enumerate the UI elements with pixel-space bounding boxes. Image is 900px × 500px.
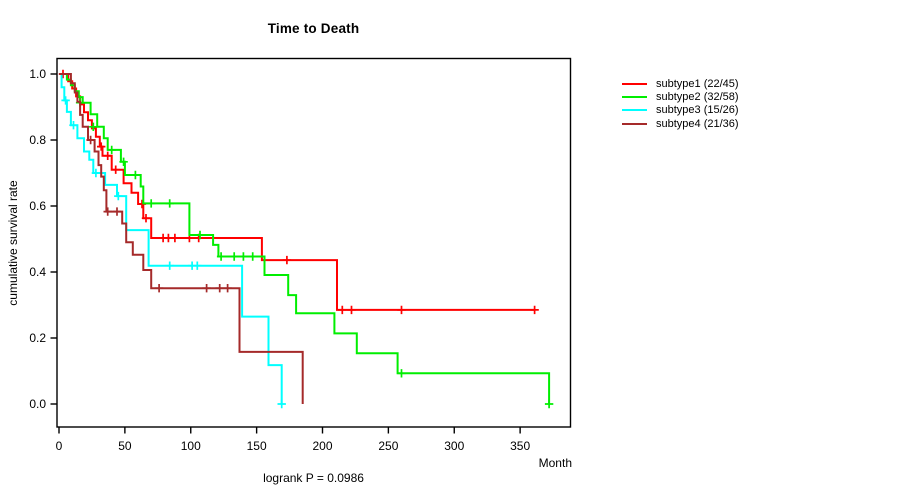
plot-box bbox=[56, 57, 572, 428]
series-subtype4-censor-marks bbox=[86, 135, 232, 293]
x-tick-label: 150 bbox=[247, 439, 267, 453]
legend-line-swatch bbox=[622, 109, 647, 112]
legend: subtype1 (22/45) subtype2 (32/58) subtype3… bbox=[622, 77, 739, 131]
legend-item-subtype1: subtype1 (22/45) bbox=[622, 77, 739, 90]
legend-item-subtype2: subtype2 (32/58) bbox=[622, 90, 739, 103]
legend-item-subtype3: subtype3 (15/26) bbox=[622, 104, 739, 117]
x-axis-title: Month bbox=[538, 456, 572, 470]
x-tick-label: 50 bbox=[118, 439, 132, 453]
legend-item-subtype4: subtype4 (21/36) bbox=[622, 117, 739, 130]
legend-label: subtype4 (21/36) bbox=[656, 117, 739, 130]
legend-line-swatch bbox=[622, 96, 647, 99]
plot-title: Time to Death bbox=[267, 21, 360, 36]
y-tick-label: 1.0 bbox=[29, 67, 46, 81]
y-tick-label: 0.2 bbox=[29, 331, 46, 345]
series-subtype1-line bbox=[59, 73, 535, 311]
x-tick-label: 350 bbox=[510, 439, 530, 453]
x-tick-label: 250 bbox=[378, 439, 398, 453]
x-tick-label: 0 bbox=[56, 439, 63, 453]
series-subtype2-censor-marks bbox=[75, 98, 554, 409]
x-tick-label: 300 bbox=[444, 439, 464, 453]
logrank-p-value: logrank P = 0.0986 bbox=[263, 471, 364, 485]
y-tick-label: 0.8 bbox=[29, 133, 46, 147]
y-tick-label: 0.6 bbox=[29, 199, 46, 213]
y-tick-label: 0.4 bbox=[29, 265, 46, 279]
legend-line-swatch bbox=[622, 82, 647, 85]
legend-label: subtype2 (32/58) bbox=[656, 91, 739, 104]
y-tick-label: 0.0 bbox=[29, 397, 46, 411]
x-tick-label: 200 bbox=[312, 439, 332, 453]
legend-label: subtype3 (15/26) bbox=[656, 104, 739, 117]
x-tick-label: 100 bbox=[181, 439, 201, 453]
series-subtype2-line bbox=[59, 73, 551, 404]
legend-line-swatch bbox=[622, 122, 647, 125]
legend-label: subtype1 (22/45) bbox=[656, 77, 739, 90]
series-subtype4-line bbox=[59, 73, 304, 404]
series-subtype3-censor-marks bbox=[61, 96, 286, 409]
